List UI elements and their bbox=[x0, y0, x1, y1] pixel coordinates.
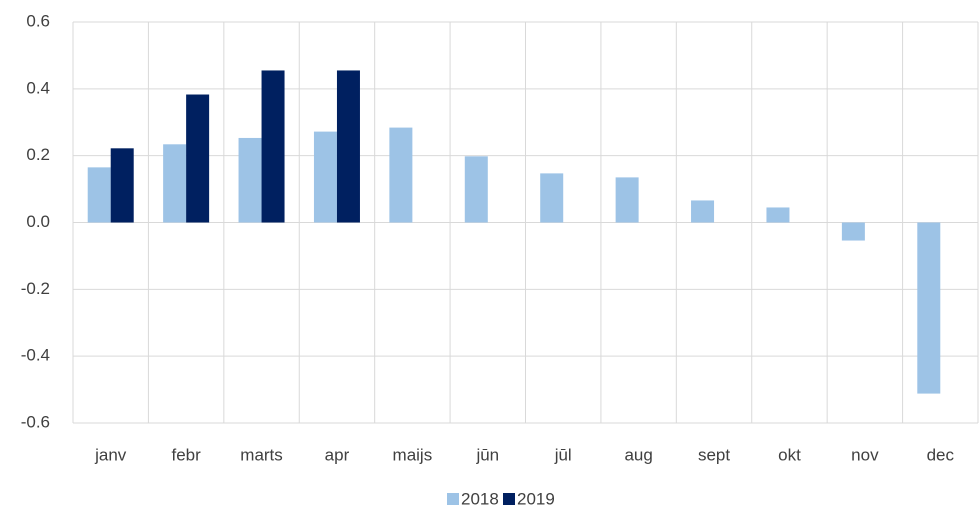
bar bbox=[464, 156, 488, 223]
x-tick-label: apr bbox=[325, 445, 350, 464]
bar bbox=[615, 177, 639, 223]
bar bbox=[261, 70, 285, 223]
x-tick-label: maijs bbox=[393, 445, 433, 464]
bar bbox=[336, 70, 360, 223]
x-tick-label: jūn bbox=[475, 445, 499, 464]
legend-label: 2019 bbox=[517, 489, 555, 508]
y-tick-label: 0.4 bbox=[26, 78, 50, 97]
x-tick-label: sept bbox=[698, 445, 730, 464]
y-tick-label: -0.4 bbox=[21, 346, 50, 365]
x-tick-label: jūl bbox=[554, 445, 572, 464]
y-tick-label: 0.0 bbox=[26, 212, 50, 231]
bar bbox=[691, 200, 715, 223]
legend-swatch bbox=[503, 493, 515, 505]
y-tick-label: 0.6 bbox=[26, 11, 50, 30]
x-tick-label: janv bbox=[94, 445, 127, 464]
x-tick-label: febr bbox=[171, 445, 201, 464]
legend-label: 2018 bbox=[461, 489, 499, 508]
y-tick-label: -0.2 bbox=[21, 279, 50, 298]
bar bbox=[841, 222, 865, 241]
x-tick-label: okt bbox=[778, 445, 801, 464]
x-tick-label: nov bbox=[851, 445, 879, 464]
x-tick-label: dec bbox=[927, 445, 955, 464]
bar bbox=[766, 207, 790, 223]
bar bbox=[163, 144, 187, 223]
legend-swatch bbox=[447, 493, 459, 505]
bar bbox=[389, 127, 413, 223]
bar bbox=[313, 131, 337, 223]
bar bbox=[540, 173, 564, 223]
bar bbox=[110, 148, 134, 223]
x-tick-label: aug bbox=[624, 445, 652, 464]
bar bbox=[87, 167, 111, 223]
bar bbox=[186, 94, 210, 223]
x-tick-label: marts bbox=[240, 445, 283, 464]
y-tick-label: -0.6 bbox=[21, 412, 50, 431]
bar bbox=[238, 137, 262, 223]
bar bbox=[917, 222, 941, 394]
y-tick-label: 0.2 bbox=[26, 145, 50, 164]
